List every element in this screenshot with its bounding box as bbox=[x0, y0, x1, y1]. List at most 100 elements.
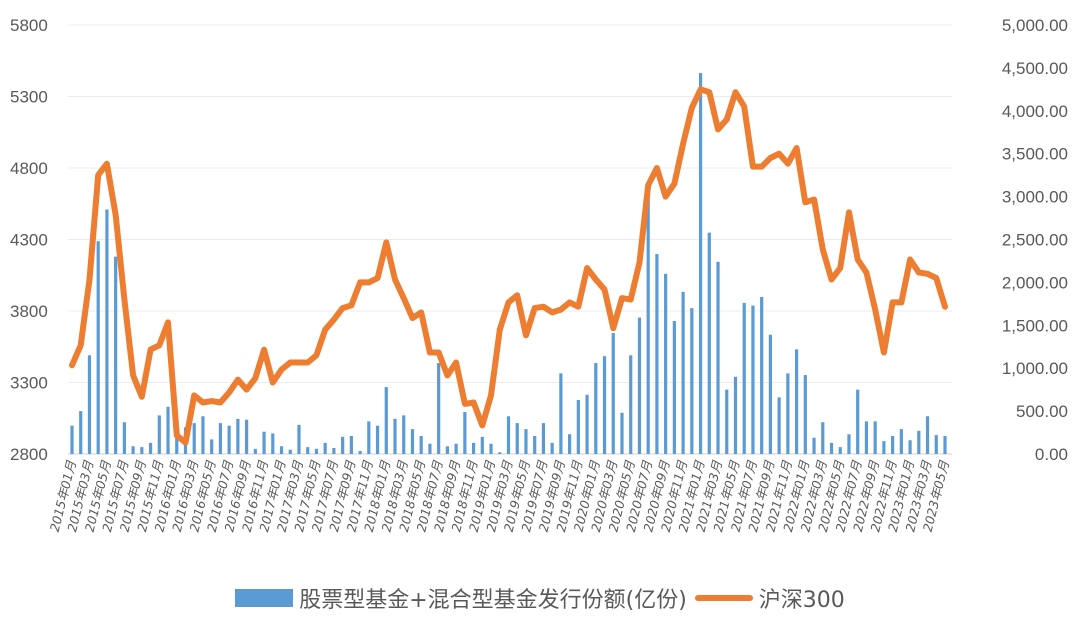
left-tick-label: 5300 bbox=[10, 88, 48, 107]
bar bbox=[131, 446, 135, 454]
bar bbox=[114, 256, 118, 454]
line-point bbox=[542, 306, 544, 308]
bar bbox=[760, 296, 764, 454]
line-point bbox=[604, 289, 606, 291]
bar bbox=[568, 434, 572, 454]
bar bbox=[192, 423, 196, 454]
line-point bbox=[411, 317, 413, 319]
bar bbox=[777, 397, 781, 454]
line-point bbox=[778, 153, 780, 155]
right-tick-label: 1,500.00 bbox=[1002, 316, 1068, 335]
line-point bbox=[333, 319, 335, 321]
bar bbox=[393, 418, 397, 454]
bar bbox=[733, 376, 738, 454]
bar bbox=[463, 411, 467, 454]
right-axis: 0.00 500.00 1,000.00 1,500.00 2,000.00 2,500.… bbox=[1002, 16, 1068, 464]
bar bbox=[891, 435, 895, 454]
line-point bbox=[263, 349, 265, 351]
line-point bbox=[394, 279, 396, 281]
line-point bbox=[673, 183, 675, 185]
line-point bbox=[726, 118, 728, 120]
line-point bbox=[281, 369, 283, 371]
right-tick-label: 5,000.00 bbox=[1002, 16, 1068, 35]
bar bbox=[175, 433, 179, 454]
bar bbox=[524, 429, 528, 454]
bar bbox=[629, 355, 633, 454]
bar bbox=[210, 439, 214, 454]
bar bbox=[672, 321, 676, 454]
line-point bbox=[813, 198, 815, 200]
line-point bbox=[848, 211, 850, 213]
line-point bbox=[176, 434, 178, 436]
line-point bbox=[455, 361, 457, 363]
line-point bbox=[315, 354, 317, 356]
bar bbox=[349, 435, 353, 454]
line-point bbox=[359, 281, 361, 283]
bar bbox=[445, 446, 449, 454]
line-point bbox=[473, 402, 475, 404]
gridlines bbox=[68, 24, 952, 455]
bar bbox=[367, 421, 371, 454]
bar bbox=[690, 308, 694, 454]
line-point bbox=[883, 351, 885, 353]
line-point bbox=[324, 329, 326, 331]
bar bbox=[541, 423, 546, 454]
line-point bbox=[307, 361, 309, 363]
bar bbox=[70, 425, 74, 454]
bar bbox=[410, 429, 415, 454]
bar-series bbox=[70, 73, 947, 454]
right-tick-label: 3,000.00 bbox=[1002, 188, 1068, 207]
line-point bbox=[638, 261, 640, 263]
bar bbox=[314, 448, 319, 454]
line-point bbox=[944, 306, 946, 308]
right-tick-label: 2,000.00 bbox=[1002, 273, 1068, 292]
bar bbox=[803, 375, 807, 454]
bar bbox=[279, 446, 284, 454]
bar bbox=[821, 422, 825, 454]
line-point bbox=[612, 327, 614, 329]
line-point bbox=[289, 361, 291, 363]
line-point bbox=[184, 442, 186, 444]
line-point bbox=[665, 196, 667, 198]
line-point bbox=[752, 166, 754, 168]
line-point bbox=[490, 394, 492, 396]
bar bbox=[873, 421, 877, 454]
right-tick-label: 500.00 bbox=[1016, 402, 1068, 421]
bar bbox=[655, 254, 659, 454]
bar bbox=[559, 373, 563, 454]
line-point bbox=[743, 106, 745, 108]
line-point bbox=[708, 91, 710, 93]
line-point bbox=[158, 344, 160, 346]
line-point bbox=[80, 344, 82, 346]
line-point bbox=[804, 201, 806, 203]
line-point bbox=[900, 301, 902, 303]
bar bbox=[681, 291, 685, 454]
bar bbox=[856, 389, 860, 454]
bar bbox=[794, 349, 799, 454]
line-point bbox=[115, 214, 117, 216]
right-tick-label: 1,000.00 bbox=[1002, 359, 1068, 378]
bar bbox=[934, 435, 938, 454]
bar bbox=[454, 443, 458, 454]
bar bbox=[341, 436, 345, 454]
bar bbox=[498, 452, 502, 454]
bar bbox=[664, 273, 668, 454]
line-point bbox=[839, 267, 841, 269]
line-point bbox=[734, 91, 736, 93]
line-point bbox=[874, 309, 876, 311]
line-point bbox=[499, 329, 501, 331]
bar bbox=[375, 425, 380, 454]
line-point bbox=[211, 400, 213, 402]
bar bbox=[908, 440, 912, 454]
line-point bbox=[132, 374, 134, 376]
line-point bbox=[551, 311, 553, 313]
line-path bbox=[69, 86, 948, 446]
line-point bbox=[560, 309, 562, 311]
line-point bbox=[219, 402, 221, 404]
bar bbox=[899, 429, 903, 454]
line-point bbox=[700, 88, 702, 90]
bar bbox=[576, 399, 580, 454]
bar bbox=[323, 442, 327, 454]
line-point bbox=[621, 297, 623, 299]
line-series bbox=[69, 86, 948, 446]
